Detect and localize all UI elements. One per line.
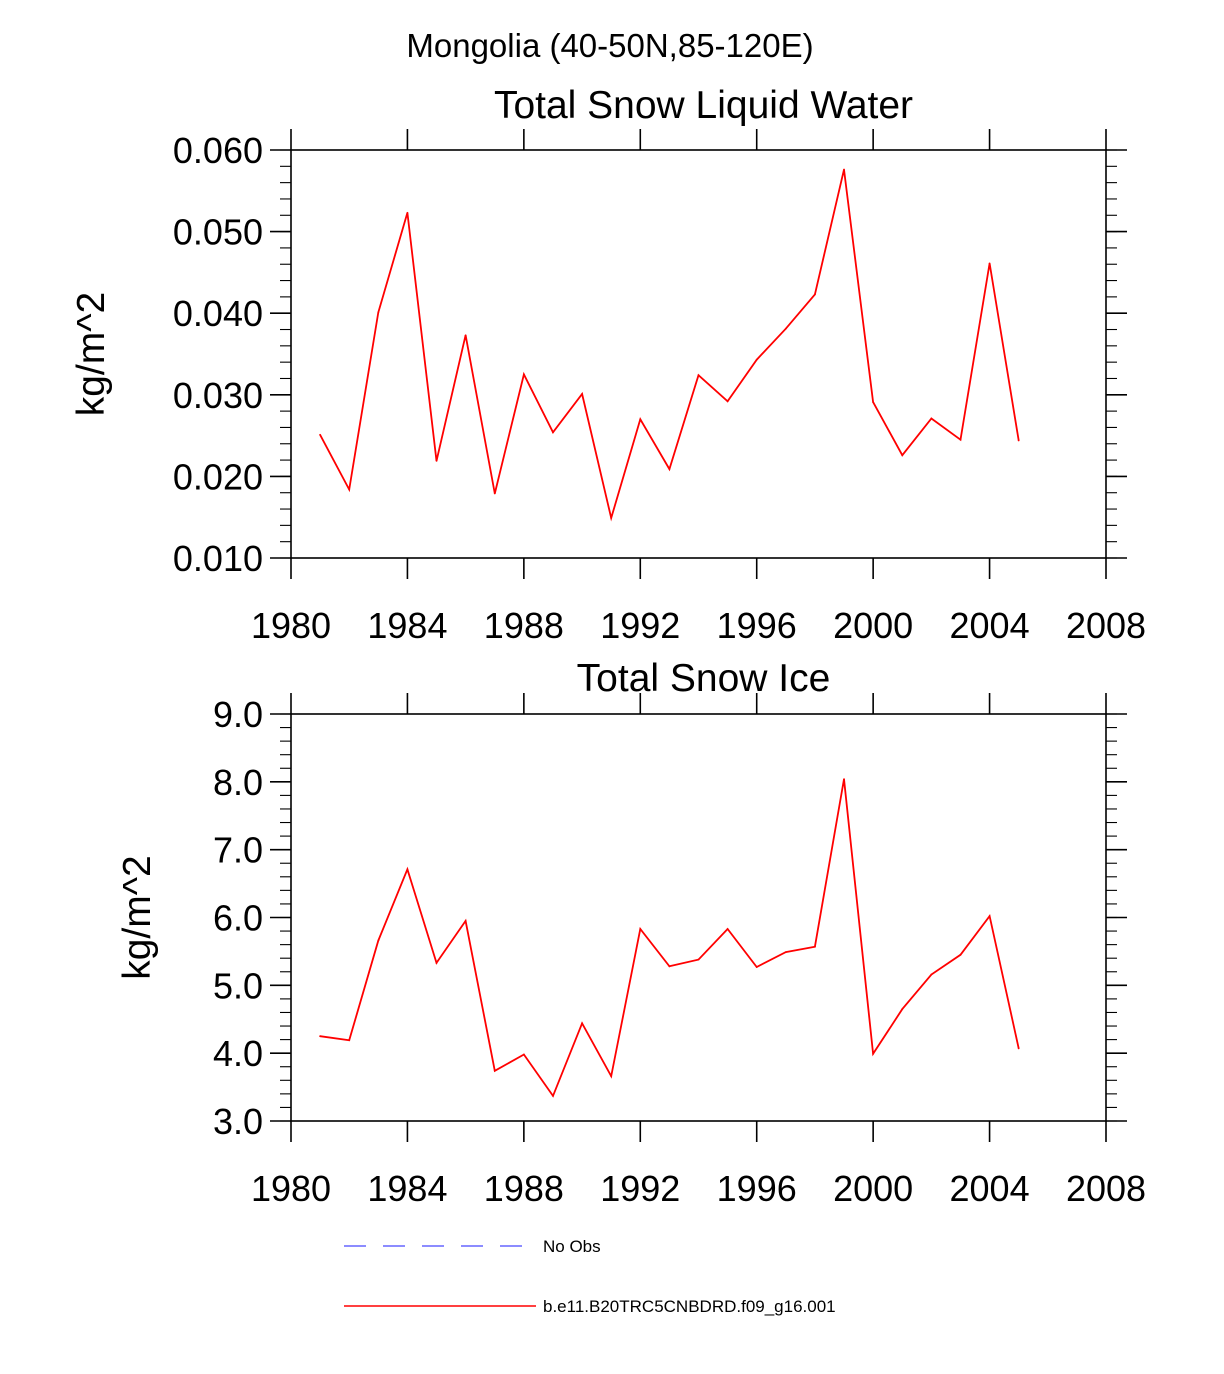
data-point [377, 311, 380, 314]
data-point [1017, 439, 1020, 442]
data-point [784, 327, 787, 330]
data-point [697, 374, 700, 377]
data-point [668, 965, 671, 968]
y-tick-label: 7.0 [213, 830, 263, 871]
data-point [755, 966, 758, 968]
data-point [843, 168, 845, 171]
panel-liquid-water: Total Snow Liquid Water kg/m^2 1980 1984 198… [70, 84, 1146, 646]
x-tick-label: 1980 [251, 605, 331, 646]
data-point [959, 438, 962, 441]
x-tick-label: 2000 [833, 1168, 913, 1209]
data-point [464, 334, 467, 337]
panel-title: Total Snow Liquid Water [494, 84, 913, 127]
data-point [552, 1095, 554, 1097]
data-point [522, 373, 525, 376]
x-tick-label: 2008 [1066, 1168, 1146, 1209]
data-point [872, 401, 875, 404]
y-tick-label: 9.0 [213, 694, 263, 735]
data-point [930, 417, 933, 420]
data-point [581, 1022, 583, 1025]
x-tick-label: 1988 [484, 605, 564, 646]
y-tick-label: 8.0 [213, 762, 263, 803]
data-point [435, 459, 438, 462]
data-point [930, 973, 933, 976]
x-tick-label: 1992 [600, 1168, 680, 1209]
data-point [464, 919, 467, 922]
data-point [319, 433, 322, 436]
y-tick-label: 0.010 [173, 538, 263, 579]
x-tick-label: 1996 [717, 1168, 797, 1209]
panel-snow-ice: Total Snow Ice kg/m^2 1980 1984 1988 1992 1996… [116, 657, 1146, 1209]
data-point [901, 454, 904, 457]
legend-label-no-obs: No Obs [543, 1237, 601, 1256]
data-point [610, 517, 613, 519]
data-point [814, 945, 816, 948]
data-point [639, 418, 642, 421]
series-line [319, 778, 1020, 1098]
x-tick-label: 2004 [950, 1168, 1030, 1209]
y-tick-label: 4.0 [213, 1033, 263, 1074]
data-point [348, 1039, 351, 1042]
data-point [988, 262, 991, 265]
panel-title: Total Snow Ice [577, 657, 831, 700]
data-point [784, 951, 787, 953]
data-point [639, 928, 642, 930]
data-point [843, 778, 845, 781]
x-tick-label: 2000 [833, 605, 913, 646]
data-point [377, 939, 380, 942]
x-tick-label: 1996 [717, 605, 797, 646]
x-tick-label: 1992 [600, 605, 680, 646]
y-tick-label: 0.020 [173, 456, 263, 497]
x-tick-label: 1988 [484, 1168, 564, 1209]
data-point [522, 1053, 525, 1056]
data-point [872, 1052, 875, 1055]
data-point [552, 431, 554, 434]
data-point [581, 393, 583, 395]
data-point [406, 211, 409, 214]
x-tick-label: 2004 [950, 605, 1030, 646]
data-point [959, 953, 962, 956]
y-tick-label: 0.040 [173, 293, 263, 334]
series-line [319, 169, 1020, 522]
data-point [726, 928, 729, 930]
data-point [319, 1035, 322, 1038]
data-point [406, 868, 409, 871]
x-tick-label: 1980 [251, 1168, 331, 1209]
data-point [901, 1008, 904, 1010]
legend-label-model: b.e11.B20TRC5CNBDRD.f09_g16.001 [543, 1297, 836, 1316]
x-tick-label: 1984 [367, 605, 447, 646]
x-tick-label: 2008 [1066, 605, 1146, 646]
data-point [814, 293, 816, 296]
y-axis-label: kg/m^2 [116, 855, 159, 980]
data-point [697, 958, 700, 961]
data-point [755, 358, 758, 361]
plot-frame [290, 149, 1107, 559]
y-axis-label: kg/m^2 [70, 292, 113, 417]
y-tick-label: 0.030 [173, 375, 263, 416]
x-tick-label: 1984 [367, 1168, 447, 1209]
y-tick-label: 0.060 [173, 130, 263, 171]
data-point [435, 962, 438, 964]
data-point [668, 468, 671, 470]
data-point [493, 492, 496, 495]
data-point [988, 915, 991, 918]
legend: No Obs b.e11.B20TRC5CNBDRD.f09_g16.001 [344, 1237, 836, 1316]
y-tick-label: 6.0 [213, 898, 263, 939]
data-point [610, 1075, 613, 1078]
data-point [493, 1069, 496, 1072]
plot-frame [290, 713, 1107, 1122]
data-point [348, 488, 351, 491]
y-tick-label: 0.050 [173, 212, 263, 253]
figure-title: Mongolia (40-50N,85-120E) [406, 27, 813, 64]
data-point [726, 400, 729, 403]
y-tick-label: 3.0 [213, 1101, 263, 1142]
y-tick-label: 5.0 [213, 965, 263, 1006]
data-point [1017, 1047, 1020, 1050]
